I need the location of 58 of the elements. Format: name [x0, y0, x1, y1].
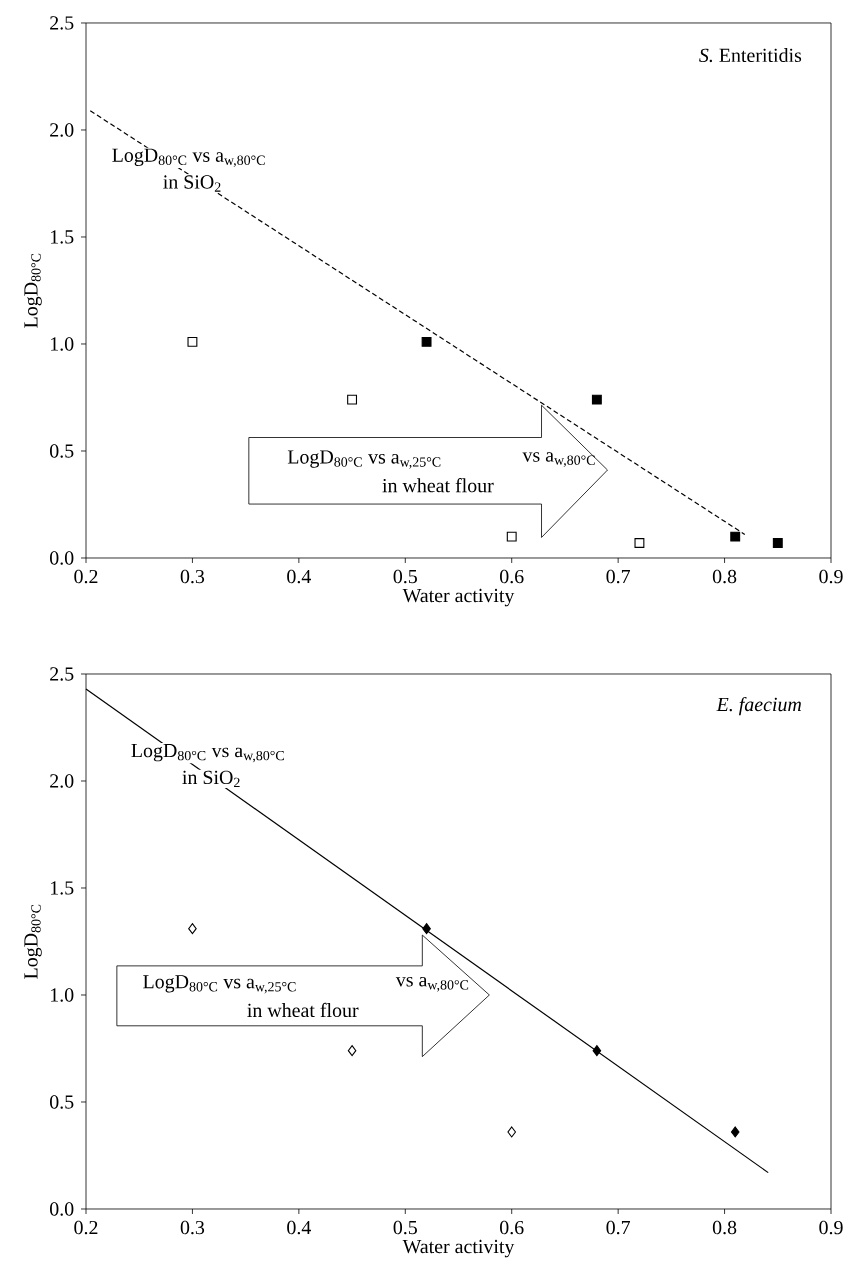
annotation: vs a$_{w,80°C}$	[395, 976, 469, 992]
y-tick-label: 2.0	[50, 123, 74, 137]
point	[347, 1045, 357, 1057]
point	[592, 1045, 602, 1057]
point	[422, 923, 431, 935]
x-tick-label: 0.4	[287, 1220, 311, 1235]
y-tick-label: 2.5	[50, 16, 74, 30]
x-tick-label: 0.3	[180, 569, 205, 584]
annotation: in wheat flour	[247, 1002, 359, 1018]
y-tick-label: 1.5	[50, 881, 74, 895]
y-tick-label: 2.5	[50, 667, 74, 681]
x-tick-label: 0.4	[287, 569, 311, 584]
y-tick-label: 1.0	[50, 337, 74, 351]
point	[507, 1126, 516, 1138]
point	[634, 538, 645, 548]
point	[506, 531, 517, 542]
y-tick-label: 0.5	[49, 444, 74, 458]
y-tick-label: 1.0	[50, 988, 74, 1002]
x-tick-label: 0.5	[393, 1220, 417, 1235]
y-tick-label: 1.5	[50, 230, 74, 244]
x-axis-title: Water activity	[402, 1239, 515, 1258]
annotation: LogD$_{80°C}$ vs a$_{w,80°C}$	[112, 148, 265, 167]
annotation: LogD$_{80°C}$ vs a$_{w,25°C}$	[143, 975, 296, 994]
annotation: vs a$_{w,80°C}$	[522, 452, 595, 467]
point	[730, 531, 741, 542]
annotation: in SiO$_{2}$	[163, 175, 221, 192]
point	[730, 1126, 740, 1138]
y-tick-label: 0.0	[49, 551, 74, 565]
annotation: in SiO$_{2}$	[182, 770, 240, 787]
x-tick-label: 0.8	[712, 569, 737, 584]
x-tick-label: 0.6	[499, 569, 524, 584]
point	[591, 394, 602, 405]
y-tick-label: 0.0	[49, 1202, 74, 1216]
annotation: LogD$_{80°C}$ vs a$_{w,25°C}$	[287, 450, 441, 469]
annotation: in wheat flour	[382, 478, 494, 493]
text: E. faecium	[716, 696, 801, 716]
y-tick-label: 2.0	[50, 774, 74, 788]
point	[421, 336, 432, 347]
x-tick-label: 0.7	[606, 1220, 630, 1235]
x-tick-label: 0.5	[393, 569, 417, 584]
x-axis-title: Water activity	[402, 588, 515, 607]
x-tick-label: 0.2	[74, 569, 98, 584]
point	[347, 394, 357, 405]
y-axis-title: LogD$_{80°C}$	[24, 904, 42, 979]
x-tick-label: 0.7	[606, 569, 630, 584]
text: S. Enteritidis	[699, 48, 802, 63]
x-tick-label: 0.9	[819, 569, 843, 584]
annotation: LogD$_{80°C}$ vs a$_{w,80°C}$	[131, 744, 284, 763]
x-tick-label: 0.9	[819, 1220, 843, 1235]
x-tick-label: 0.6	[499, 1220, 524, 1235]
x-tick-label: 0.2	[74, 1220, 98, 1235]
point	[188, 923, 197, 935]
x-tick-label: 0.8	[712, 1220, 737, 1235]
y-tick-label: 0.5	[49, 1095, 74, 1109]
x-tick-label: 0.3	[180, 1220, 205, 1235]
point	[772, 538, 783, 548]
y-axis-title: LogD$_{80°C}$	[24, 253, 42, 328]
point	[187, 336, 198, 347]
